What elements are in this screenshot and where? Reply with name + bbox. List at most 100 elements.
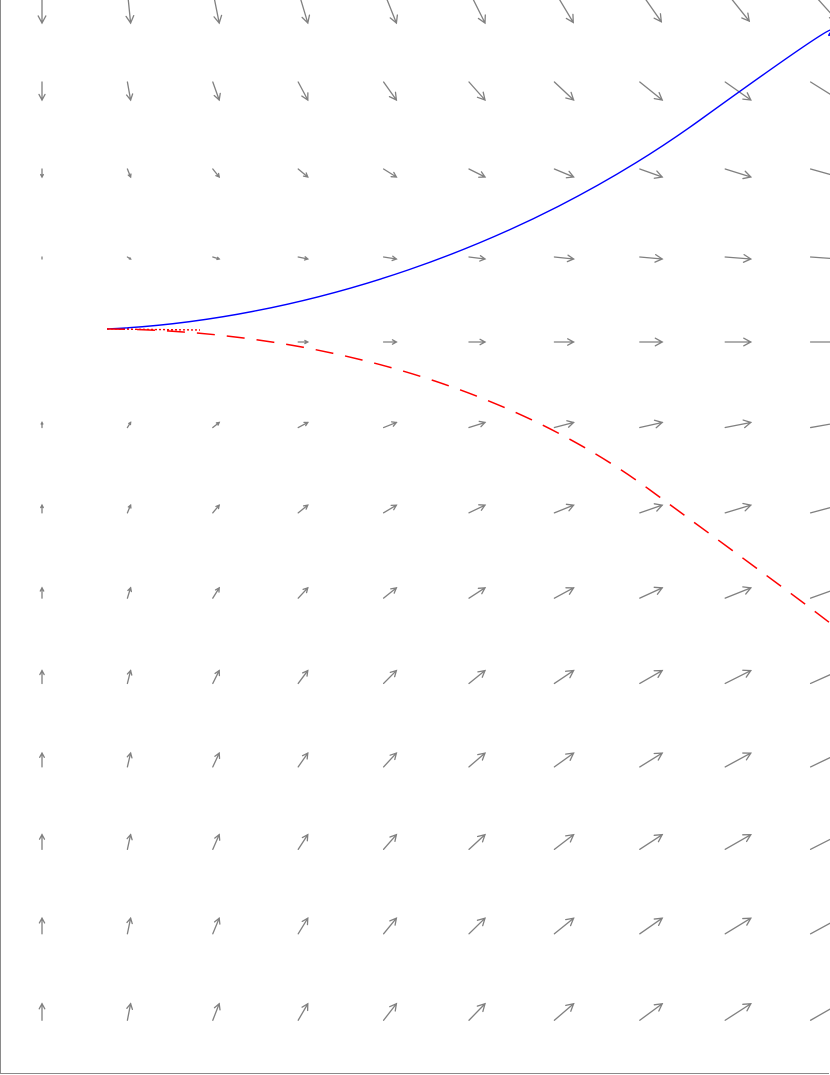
field-arrow (553, 917, 575, 935)
field-arrow (126, 586, 132, 599)
field-arrow (809, 922, 830, 935)
field-arrow (724, 1003, 752, 1021)
field-arrow (809, 674, 830, 685)
field-arrow (639, 253, 664, 263)
field-arrow (724, 253, 753, 263)
field-arrow (731, 0, 751, 23)
field-arrow (297, 421, 309, 429)
field-arrow (212, 751, 221, 768)
field-arrow (212, 669, 221, 685)
vector-field-arrows (37, 0, 830, 1021)
field-arrow (724, 752, 752, 768)
field-arrow (553, 420, 575, 429)
field-arrow (468, 338, 487, 346)
field-arrow (553, 503, 575, 514)
field-arrow (724, 917, 752, 935)
field-arrow (212, 81, 221, 102)
field-arrow (40, 503, 44, 514)
field-arrow (809, 423, 830, 429)
field-arrow (126, 751, 133, 768)
field-arrow (212, 586, 220, 599)
solution-curve-lower (106, 328, 830, 624)
field-arrow (297, 751, 309, 768)
field-arrow (125, 0, 135, 25)
field-arrow (553, 587, 575, 599)
field-arrow (382, 752, 398, 768)
field-arrow (553, 833, 575, 850)
field-arrow (559, 0, 574, 24)
field-arrow (39, 586, 45, 599)
field-arrow (639, 833, 664, 850)
field-arrow (39, 751, 45, 768)
field-arrow (382, 917, 398, 935)
field-arrow (300, 0, 311, 25)
field-arrow (297, 1002, 309, 1021)
field-arrow (809, 838, 830, 850)
solution-curve-upper (106, 29, 830, 330)
field-arrow (382, 168, 398, 178)
field-arrow (639, 168, 664, 179)
field-arrow (639, 503, 664, 514)
field-arrow (126, 256, 132, 260)
field-arrow (468, 752, 487, 768)
field-arrow (809, 81, 830, 95)
field-arrow (468, 255, 487, 262)
field-arrow (212, 256, 221, 261)
field-arrow (126, 168, 132, 179)
field-arrow (639, 669, 664, 685)
field-arrow (38, 916, 46, 935)
field-arrow (212, 1002, 221, 1021)
field-arrow (724, 833, 752, 850)
field-arrow (468, 669, 487, 685)
field-arrow (639, 419, 664, 429)
field-arrow (212, 168, 221, 179)
field-arrow (553, 752, 575, 768)
field-arrow (212, 833, 221, 850)
field-arrow (38, 833, 46, 850)
field-arrow (297, 256, 310, 261)
field-arrow (639, 917, 664, 935)
field-arrow (212, 916, 221, 935)
field-arrow (639, 752, 664, 768)
field-arrow (809, 1008, 830, 1021)
field-arrow (553, 338, 575, 346)
field-arrow (472, 0, 486, 25)
field-arrow (125, 81, 134, 102)
field-arrow (126, 421, 132, 429)
field-arrow (553, 168, 575, 179)
field-arrow (297, 81, 309, 102)
field-arrow (382, 587, 398, 599)
field-arrow (553, 81, 575, 101)
field-arrow (817, 0, 830, 19)
field-arrow (126, 833, 133, 850)
field-arrow (645, 0, 663, 23)
field-arrow (126, 503, 132, 514)
field-arrow (724, 669, 753, 685)
field-arrow (297, 586, 309, 599)
field-arrow (553, 1002, 575, 1021)
field-arrow (468, 587, 487, 599)
field-arrow (468, 833, 486, 850)
field-arrow (724, 419, 753, 429)
field-arrow (212, 504, 221, 514)
field-arrow (382, 255, 398, 262)
field-arrow (639, 586, 664, 599)
field-arrow (809, 590, 830, 599)
field-arrow (639, 337, 664, 347)
field-arrow (468, 504, 487, 514)
field-arrow (809, 168, 830, 176)
field-arrow (724, 81, 752, 101)
field-arrow (639, 81, 664, 101)
field-arrow (809, 256, 830, 259)
field-arrow (39, 669, 45, 685)
field-arrow (297, 669, 309, 685)
field-arrow (639, 1002, 664, 1021)
field-arrow (382, 81, 398, 102)
field-arrow (809, 341, 830, 343)
field-arrow (382, 833, 398, 850)
field-arrow (382, 339, 398, 345)
field-arrow (40, 421, 44, 429)
field-arrow (724, 168, 753, 180)
field-arrow (297, 168, 309, 178)
